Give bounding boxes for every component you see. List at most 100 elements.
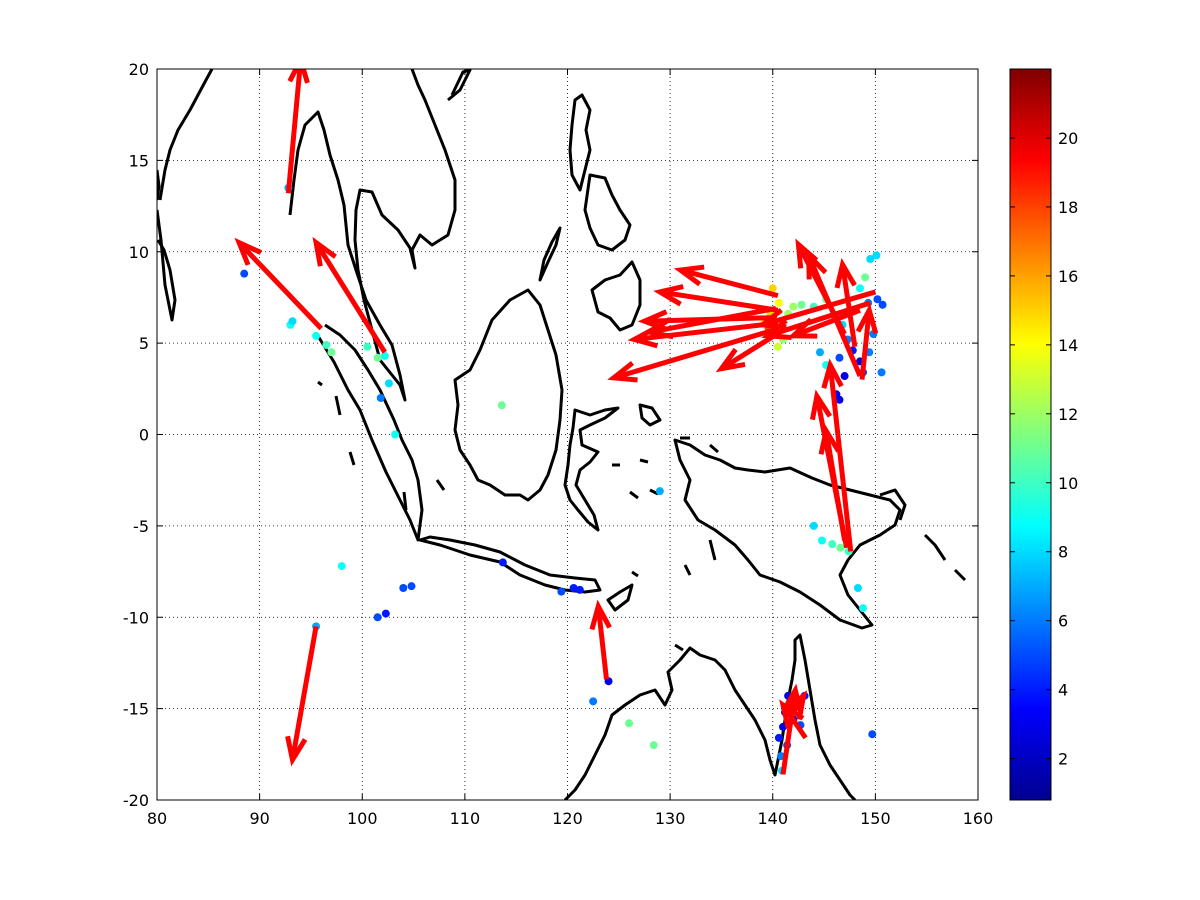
coastline-australia-nw — [563, 633, 857, 800]
data-point — [327, 348, 336, 357]
coastline-burma-coast — [158, 69, 214, 201]
x-tick-label: 130 — [655, 809, 686, 828]
data-point — [381, 609, 390, 618]
data-point — [840, 372, 849, 381]
arrow-shaft — [840, 264, 858, 348]
x-tick-label: 160 — [963, 809, 994, 828]
data-point — [399, 584, 408, 593]
arrow-shaft — [290, 625, 319, 761]
colorbar-tick-label: 12 — [1058, 405, 1078, 424]
coastline-philippines-central — [583, 173, 632, 252]
colorbar-ticks: 2 4 6 8 10 12 14 16 18 20 — [1010, 129, 1078, 769]
y-tick-label: 10 — [129, 243, 149, 262]
x-axis: 80 90 100 110 120 130 140 150 160 — [147, 69, 993, 828]
coastline-sumatra — [316, 323, 424, 542]
data-point — [768, 284, 777, 293]
data-point — [384, 379, 393, 388]
data-point — [773, 342, 782, 351]
data-point — [809, 521, 818, 530]
x-tick-label: 120 — [552, 809, 583, 828]
data-point — [872, 251, 881, 260]
arrow-head — [607, 360, 638, 383]
data-point — [855, 284, 864, 293]
data-point — [789, 302, 798, 311]
data-point — [859, 604, 868, 613]
coastline-india — [157, 209, 177, 322]
x-tick-label: 140 — [757, 809, 788, 828]
y-tick-label: 0 — [139, 426, 149, 445]
coastline-solomons — [923, 533, 967, 582]
coastline-sri-lanka — [157, 169, 161, 201]
data-point — [878, 300, 887, 309]
y-tick-label: -20 — [123, 791, 149, 810]
arrow-shaft — [823, 430, 848, 541]
colorbar-tick-label: 14 — [1058, 336, 1078, 355]
x-tick-label: 110 — [450, 809, 481, 828]
colorbar-tick-label: 4 — [1058, 681, 1068, 700]
data-point — [866, 255, 875, 264]
colorbar-tick-label: 6 — [1058, 612, 1068, 631]
y-tick-label: 15 — [129, 151, 149, 170]
coastline-borneo — [453, 288, 564, 502]
arrow-shaft — [285, 69, 303, 194]
arrow-head — [285, 735, 308, 767]
data-point — [322, 340, 331, 349]
data-point — [818, 536, 827, 545]
x-tick-label: 90 — [249, 809, 269, 828]
arrow-head — [715, 347, 746, 373]
data-point — [497, 401, 506, 410]
arrow-head — [818, 424, 841, 455]
coastline-timor — [606, 583, 634, 612]
arrow-shaft — [313, 241, 387, 354]
data-point — [828, 540, 837, 549]
data-point — [312, 331, 321, 340]
coastline-palawan — [538, 226, 562, 282]
colorbar-tick-label: 10 — [1058, 474, 1078, 493]
arrow-head — [834, 257, 857, 289]
coastline-new-guinea — [673, 438, 902, 630]
arrow-head — [855, 303, 879, 334]
colorbar-tick-label: 16 — [1058, 267, 1078, 286]
arrow-head — [779, 699, 805, 729]
arrow-head — [589, 599, 612, 631]
coastline-philippines-north — [568, 93, 592, 192]
data-point — [373, 613, 382, 622]
coastlines — [157, 69, 967, 800]
data-point — [873, 295, 882, 304]
data-point — [774, 733, 783, 742]
arrow-head — [806, 249, 828, 280]
data-point — [625, 719, 634, 728]
colorbar-tick-label: 8 — [1058, 543, 1068, 562]
arrow-shaft — [659, 289, 779, 313]
arrow-head — [642, 317, 674, 340]
data-point — [557, 587, 566, 596]
arrow-shaft — [633, 320, 779, 342]
colorbar — [1009, 68, 1052, 801]
data-point — [649, 741, 658, 750]
data-point — [569, 584, 578, 593]
colorbar-tick-label: 18 — [1058, 198, 1078, 217]
arrow-shaft — [827, 364, 854, 552]
y-tick-label: 20 — [129, 60, 149, 79]
coastline-mainland-se-asia — [288, 69, 457, 402]
data-point — [835, 353, 844, 362]
data-point — [797, 300, 806, 309]
arrow-head — [673, 264, 705, 287]
colorbar-tick-label: 20 — [1058, 129, 1078, 148]
x-tick-label: 80 — [147, 809, 167, 828]
coastline-halmahera — [638, 403, 662, 427]
arrow-head — [234, 237, 262, 266]
axes-frame — [156, 68, 979, 801]
arrow-head — [782, 690, 808, 720]
colorbar-tick-label: 2 — [1058, 750, 1068, 769]
arrow-shaft — [612, 326, 780, 381]
data-point — [589, 697, 598, 706]
data-point — [836, 543, 845, 552]
data-point — [655, 487, 664, 496]
data-point — [877, 368, 886, 377]
arrow-head — [786, 317, 818, 339]
arrow-shaft — [761, 289, 877, 328]
data-point — [337, 562, 346, 571]
arrow-head — [809, 389, 833, 421]
